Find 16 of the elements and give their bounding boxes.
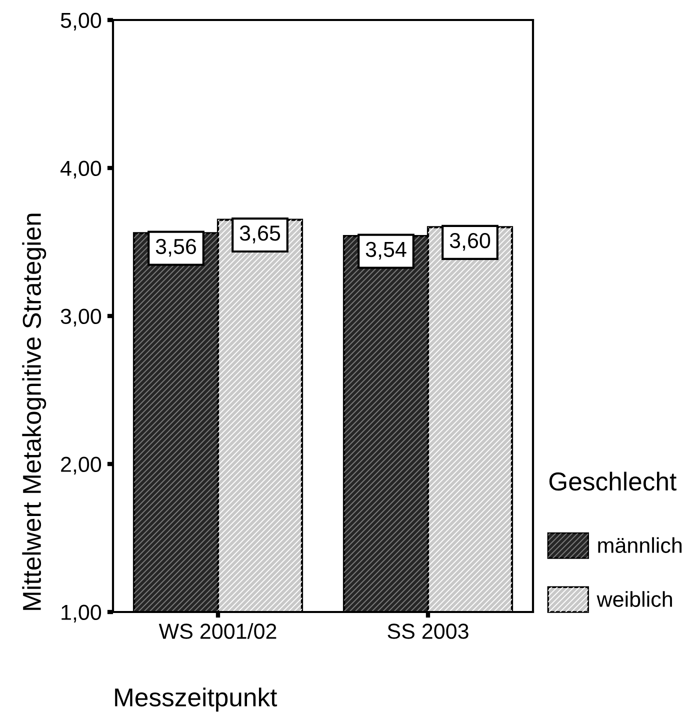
data-label: 3,56 [156,238,196,257]
data-label: 3,54 [366,242,406,260]
x-axis-title: Messzeitpunkt [115,688,278,712]
y-tick-label: 3,00 [60,308,102,327]
legend-label: männlich [598,537,682,554]
data-label: 3,65 [240,226,280,244]
y-tick-label: 2,00 [61,456,102,475]
x-tick-label: WS 2001/02 [158,623,276,639]
x-tick-label: SS 2003 [388,624,468,639]
y-tick-label: 1,00 [62,604,102,623]
legend-label: weiblich [596,591,672,607]
legend-title: Geschlecht [549,472,676,491]
y-tick-label: 4,00 [60,160,102,179]
y-axis-title: Mittelwert Metakognitive Strategien [22,214,46,610]
data-label: 3,60 [450,232,490,251]
y-tick-label: 5,00 [60,12,102,31]
